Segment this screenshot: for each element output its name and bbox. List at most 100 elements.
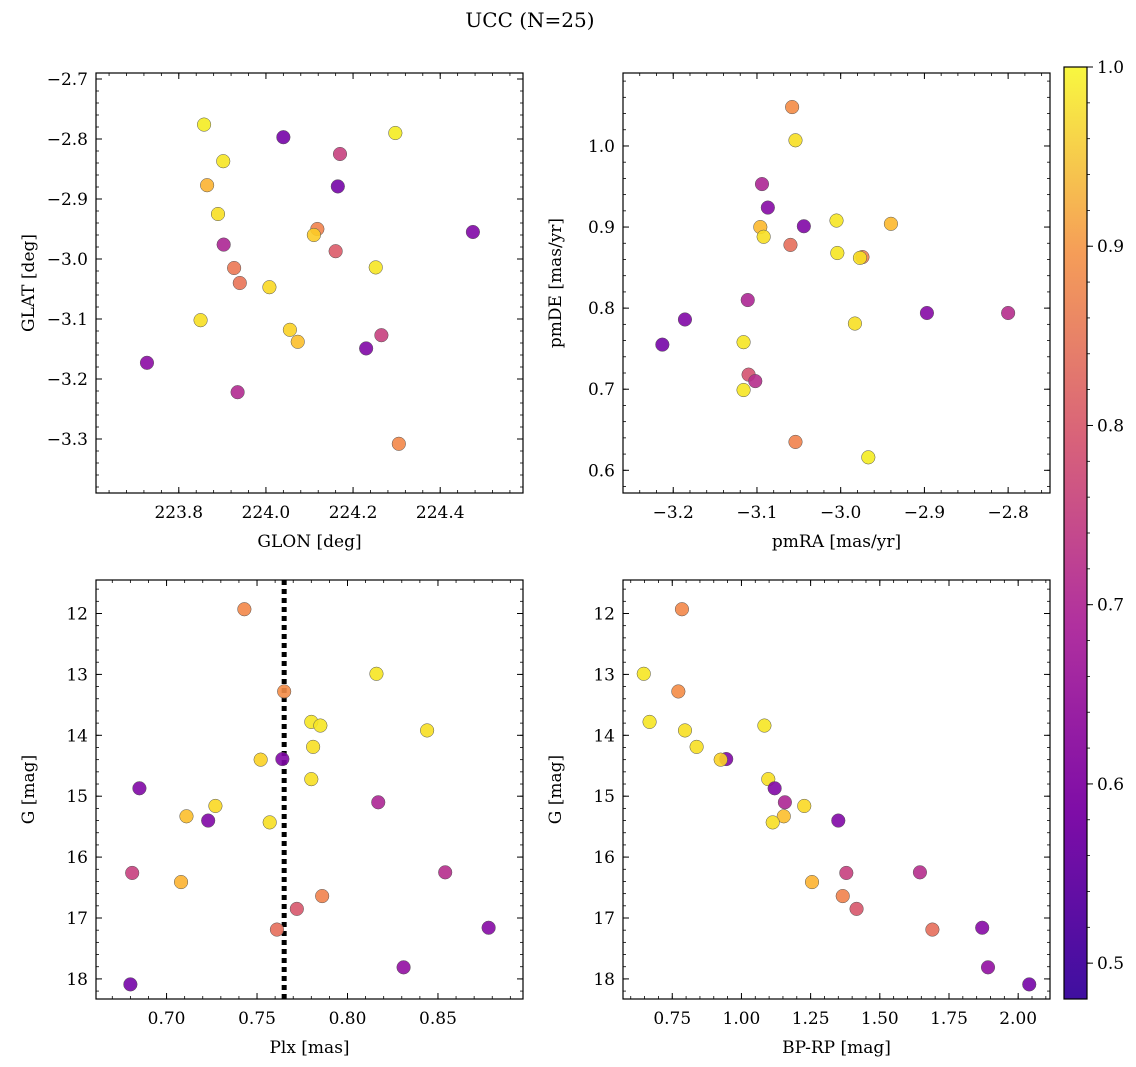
data-point [677,312,693,327]
data-point [388,125,403,141]
colorbar-tick-label: 0.9 [1097,237,1124,257]
y-tick-label: 14 [593,726,615,746]
data-point [674,602,689,617]
data-point [374,328,389,343]
data-point [210,206,226,222]
x-axis-label: GLON [deg] [257,532,361,552]
data-point [776,809,791,824]
data-point [831,813,846,828]
data-point [289,901,304,916]
data-point [919,305,934,321]
y-tick-label: 18 [593,970,615,990]
x-tick-label: 2.00 [999,1009,1037,1029]
x-tick-label: 0.75 [653,1009,691,1029]
plot-frame [622,579,1051,1000]
y-axis-label: G [mag] [546,755,566,824]
x-tick-label: 1.25 [792,1009,830,1029]
y-tick-label: 15 [593,787,615,807]
y-axis-label: pmDE [mas/yr] [546,218,566,348]
data-point [777,795,792,810]
data-point [328,244,343,259]
x-tick-label: 224.2 [329,503,378,523]
x-axis-label: Plx [mas] [269,1038,349,1058]
plot-frame [95,579,524,1000]
data-point [262,815,277,830]
data-point [767,781,782,796]
data-point [391,436,406,451]
data-point [332,146,348,162]
data-point [201,813,216,828]
data-point [368,260,383,275]
data-point [306,739,321,754]
plx-g-panel: 0.70 0.75 0.80 0.85 12 13 14 15 16 17 18 Plx [mas] G… [19,579,524,1058]
y-tick-label: 12 [593,604,615,624]
data-point [275,751,290,767]
colorbar-tick-label: 1.0 [1097,58,1124,78]
y-tick-label: 18 [66,970,88,990]
data-point [179,809,194,824]
x-tick-label: −2.8 [987,503,1028,523]
y-tick-label: 0.6 [588,461,615,481]
y-tick-label: 16 [593,848,615,868]
colorbar-tick-label: 0.5 [1097,954,1124,974]
x-tick-label: 1.50 [861,1009,899,1029]
data-point [304,772,319,787]
x-axis-label: pmRA [mas/yr] [772,532,901,552]
data-point [216,237,231,252]
colorbar-tick-label: 0.7 [1097,596,1124,616]
y-tick-label: −2.8 [47,130,88,150]
data-point [253,752,268,767]
x-tick-label: 1.00 [723,1009,761,1029]
y-tick-label: 0.7 [588,380,615,400]
data-point [193,313,208,328]
data-point [713,752,728,767]
data-point [276,130,291,145]
data-point [200,178,215,193]
data-point [369,666,384,681]
x-tick-label: −2.9 [904,503,945,523]
data-point [788,434,803,449]
figure-title: UCC (N=25) [465,8,594,32]
data-point [123,977,138,992]
y-tick-label: −3.0 [47,250,88,270]
bprp-g-panel: 0.75 1.00 1.25 1.50 1.75 2.00 12 13 14 15 16 17 18 BP… [546,579,1051,1058]
y-tick-label: 13 [66,665,88,685]
data-point [980,960,996,975]
y-tick-label: −2.7 [47,70,88,90]
y-tick-label: 13 [593,665,615,685]
data-point [740,292,755,308]
data-point [642,714,657,729]
data-point [208,798,223,813]
glon-glat-panel: 223.8 224.0 224.2 224.4 −2.7 −2.8 −2.9 −3.0 −3.1… [19,70,524,552]
x-tick-label: 1.75 [930,1009,968,1029]
y-tick-label: −2.9 [47,190,88,210]
data-point [830,245,845,261]
data-point [754,177,770,192]
data-point [290,334,305,349]
data-point [371,795,386,810]
x-tick-label: 224.4 [416,503,465,523]
data-point [748,374,763,389]
data-point [757,718,772,733]
x-tick-label: 223.8 [154,503,203,523]
x-tick-label: −3.1 [736,503,777,523]
data-point [756,229,771,244]
data-point [852,250,867,265]
data-point [125,865,140,880]
y-tick-label: −3.2 [47,370,88,390]
data-point [1001,305,1016,321]
data-point [438,865,453,880]
x-axis-label: BP-RP [mag] [782,1038,891,1058]
data-point [849,901,864,916]
data-point [765,815,780,830]
colorbar-tick-label: 0.6 [1097,775,1124,795]
data-point [861,450,876,465]
data-point [883,216,898,231]
data-point [306,227,321,243]
data-point [481,920,496,935]
data-point [232,275,247,291]
pmra-pmde-panel: −3.2 −3.1 −3.0 −2.9 −2.8 0.6 0.7 0.8 0.9 1.0 pmRA … [546,72,1051,552]
x-tick-label: 0.70 [148,1009,186,1029]
x-tick-label: −3.0 [820,503,861,523]
data-point [689,739,704,754]
